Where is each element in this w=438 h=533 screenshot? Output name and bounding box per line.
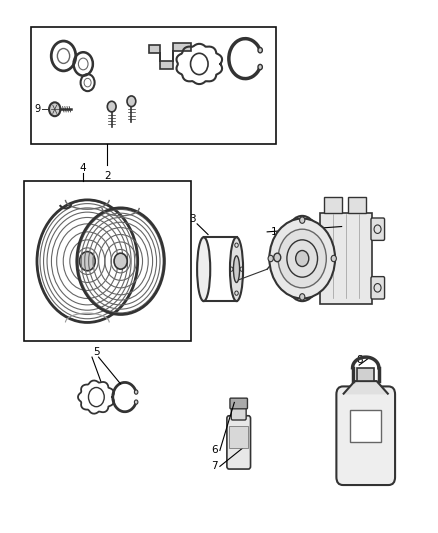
Text: 4: 4 (80, 163, 87, 173)
Text: 1: 1 (270, 227, 277, 237)
FancyBboxPatch shape (227, 416, 251, 469)
Circle shape (107, 101, 116, 112)
Ellipse shape (280, 216, 324, 301)
Bar (348, 197, 366, 213)
Polygon shape (149, 43, 191, 69)
Ellipse shape (233, 256, 240, 282)
Polygon shape (343, 381, 389, 394)
FancyBboxPatch shape (230, 398, 247, 409)
Text: 9: 9 (34, 104, 40, 114)
Circle shape (49, 102, 60, 116)
Text: 7: 7 (211, 462, 218, 471)
Ellipse shape (230, 237, 243, 301)
Polygon shape (343, 381, 389, 394)
Circle shape (134, 400, 138, 404)
Circle shape (300, 294, 305, 300)
Text: PAG: PAG (234, 434, 244, 440)
Text: 3: 3 (189, 214, 196, 223)
Ellipse shape (197, 237, 210, 301)
FancyBboxPatch shape (371, 277, 385, 299)
Circle shape (258, 47, 262, 53)
Bar (31, 27, 276, 144)
Circle shape (278, 229, 326, 288)
Bar (324, 197, 342, 213)
Text: 5: 5 (93, 347, 100, 357)
Circle shape (79, 252, 95, 271)
Bar (24, 181, 191, 341)
FancyBboxPatch shape (231, 405, 246, 420)
Circle shape (296, 251, 309, 266)
Circle shape (300, 217, 305, 223)
Text: 6: 6 (211, 446, 218, 455)
Text: 2: 2 (104, 171, 111, 181)
Bar (357, 368, 374, 381)
Circle shape (258, 64, 262, 70)
Bar (229, 426, 248, 448)
Bar (350, 410, 381, 442)
Circle shape (331, 255, 336, 262)
Bar (320, 213, 372, 304)
Circle shape (127, 96, 136, 107)
Circle shape (134, 390, 138, 394)
Circle shape (274, 253, 281, 262)
Text: 8: 8 (356, 355, 363, 365)
Text: m: m (360, 420, 372, 433)
Circle shape (114, 253, 127, 269)
FancyBboxPatch shape (371, 218, 385, 240)
FancyBboxPatch shape (336, 386, 395, 485)
Circle shape (268, 255, 273, 262)
Circle shape (269, 219, 335, 298)
